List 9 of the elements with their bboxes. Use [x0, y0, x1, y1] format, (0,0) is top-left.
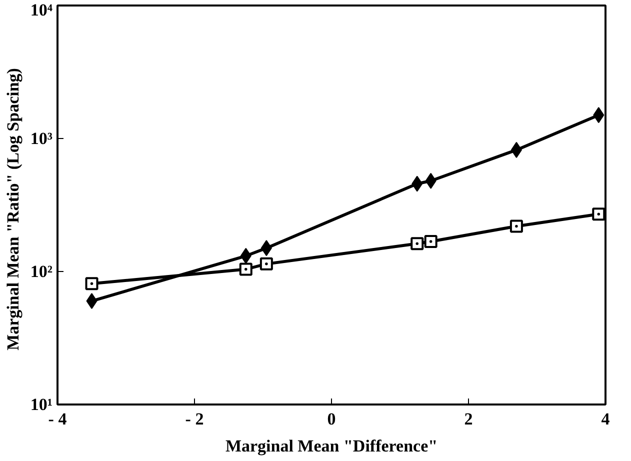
x-tick-label: 4 — [601, 410, 610, 428]
y-tick-label: 10² — [30, 262, 53, 281]
y-tick-label: 10³ — [30, 129, 53, 148]
x-tick-label: - 2 — [185, 410, 204, 428]
y-tick-label: 10⁴ — [30, 0, 53, 20]
y-axis-title: Marginal Mean "Ratio" (Log Spacing) — [3, 68, 22, 350]
x-tick-label: 0 — [327, 410, 336, 428]
x-axis-title: Marginal Mean "Difference" — [225, 436, 438, 456]
x-tick-label: 2 — [464, 410, 473, 428]
